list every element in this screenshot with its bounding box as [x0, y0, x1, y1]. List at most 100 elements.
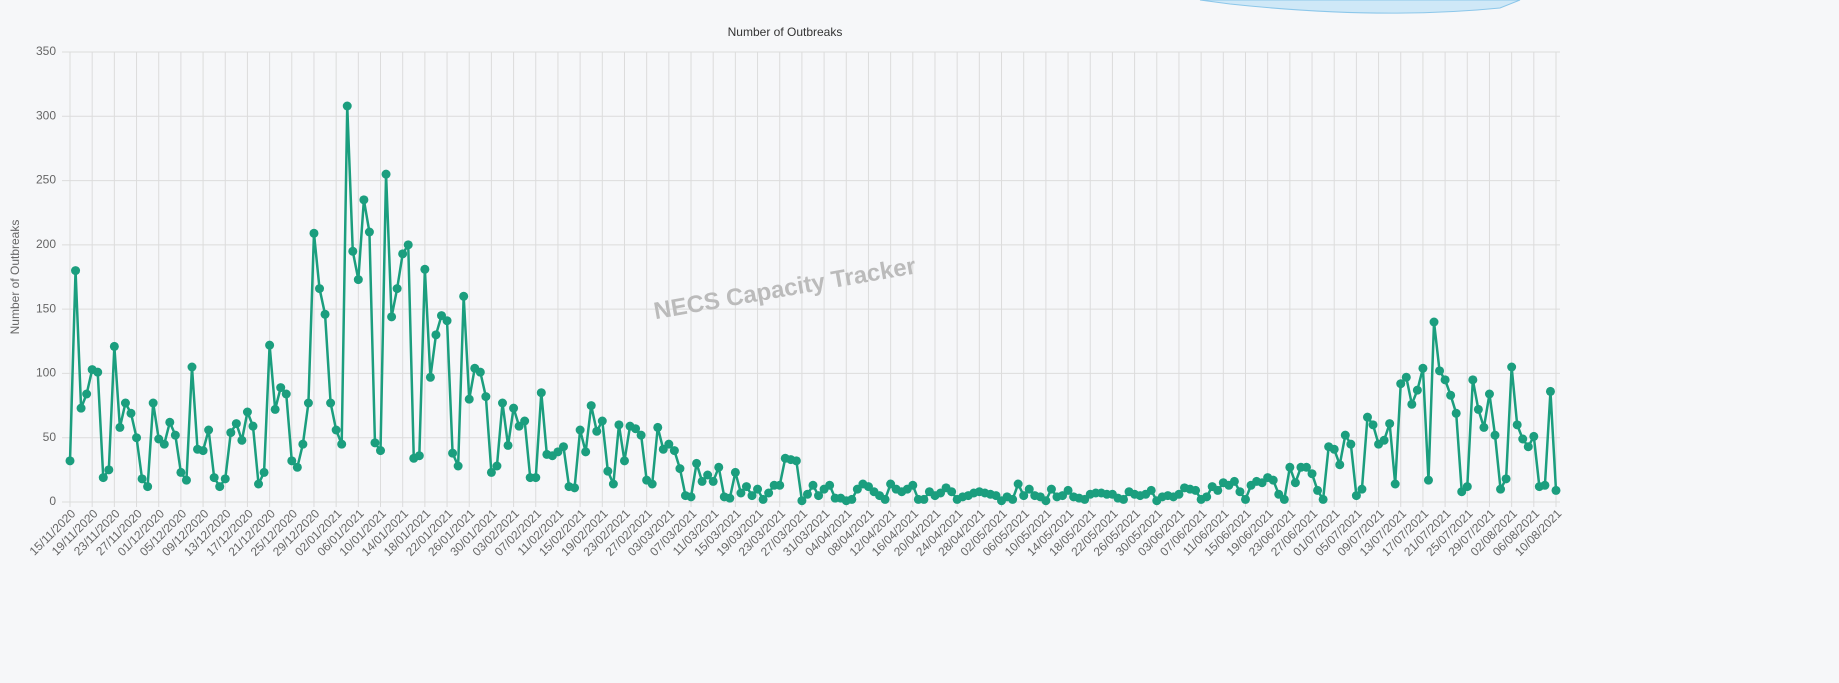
- point: [187, 362, 197, 372]
- point: [381, 169, 391, 179]
- point: [1301, 462, 1311, 472]
- point: [497, 398, 507, 408]
- y-tick-label: 200: [36, 237, 56, 251]
- point: [76, 403, 86, 413]
- point: [1484, 389, 1494, 399]
- point: [1335, 460, 1345, 470]
- point: [270, 404, 280, 414]
- point: [204, 425, 214, 435]
- point: [420, 264, 430, 274]
- point: [1390, 479, 1400, 489]
- y-axis-label: Number of Outbreaks: [8, 220, 22, 335]
- point: [1518, 434, 1528, 444]
- point: [636, 430, 646, 440]
- point: [281, 389, 291, 399]
- chart-title: Number of Outbreaks: [728, 25, 843, 39]
- point: [1357, 484, 1367, 494]
- point: [292, 462, 302, 472]
- point: [115, 422, 125, 432]
- point: [647, 479, 657, 489]
- point: [1379, 435, 1389, 445]
- point: [1429, 317, 1439, 327]
- point: [1423, 475, 1433, 485]
- point: [298, 439, 308, 449]
- point: [1174, 489, 1184, 499]
- point: [342, 101, 352, 111]
- point: [464, 394, 474, 404]
- point: [387, 312, 397, 322]
- y-tick-label: 250: [36, 173, 56, 187]
- point: [669, 446, 679, 456]
- point: [1529, 431, 1539, 441]
- point: [1551, 485, 1561, 495]
- point: [808, 480, 818, 490]
- point: [1340, 430, 1350, 440]
- point: [1451, 408, 1461, 418]
- point: [1279, 494, 1289, 504]
- point: [791, 456, 801, 466]
- point: [1362, 412, 1372, 422]
- point: [753, 484, 763, 494]
- point: [431, 330, 441, 340]
- point: [132, 433, 142, 443]
- point: [492, 461, 502, 471]
- point: [71, 266, 81, 276]
- point: [353, 275, 363, 285]
- point: [254, 479, 264, 489]
- point: [181, 475, 191, 485]
- point: [1146, 485, 1156, 495]
- point: [104, 465, 114, 475]
- point: [536, 388, 546, 398]
- point: [315, 284, 325, 294]
- point: [1119, 494, 1129, 504]
- point: [370, 438, 380, 448]
- point: [575, 425, 585, 435]
- point: [1418, 363, 1428, 373]
- point: [503, 440, 513, 450]
- point: [148, 398, 158, 408]
- point: [758, 494, 768, 504]
- point: [126, 408, 136, 418]
- point: [947, 487, 957, 497]
- point: [98, 473, 108, 483]
- point: [603, 466, 613, 476]
- point: [1446, 390, 1456, 400]
- point: [1329, 444, 1339, 454]
- point: [303, 398, 313, 408]
- point: [165, 417, 175, 427]
- y-tick-label: 300: [36, 108, 56, 122]
- point: [1545, 386, 1555, 396]
- point: [614, 420, 624, 430]
- point: [1213, 485, 1223, 495]
- point: [619, 456, 629, 466]
- point: [331, 425, 341, 435]
- point: [1473, 404, 1483, 414]
- point: [708, 476, 718, 486]
- point: [1046, 484, 1056, 494]
- point: [919, 494, 929, 504]
- point: [1318, 494, 1328, 504]
- point: [1501, 474, 1511, 484]
- point: [764, 488, 774, 498]
- point: [82, 389, 92, 399]
- point: [1008, 494, 1018, 504]
- point: [531, 473, 541, 483]
- point: [1202, 492, 1212, 502]
- point: [403, 240, 413, 250]
- point: [1412, 385, 1422, 395]
- point: [597, 416, 607, 426]
- y-tick-label: 0: [49, 494, 56, 508]
- point: [309, 228, 319, 238]
- point: [1063, 485, 1073, 495]
- point: [631, 424, 641, 434]
- point: [797, 496, 807, 506]
- point: [1479, 422, 1489, 432]
- point: [908, 480, 918, 490]
- point: [747, 491, 757, 501]
- point: [825, 480, 835, 490]
- point: [730, 467, 740, 477]
- point: [392, 284, 402, 294]
- point: [1290, 478, 1300, 488]
